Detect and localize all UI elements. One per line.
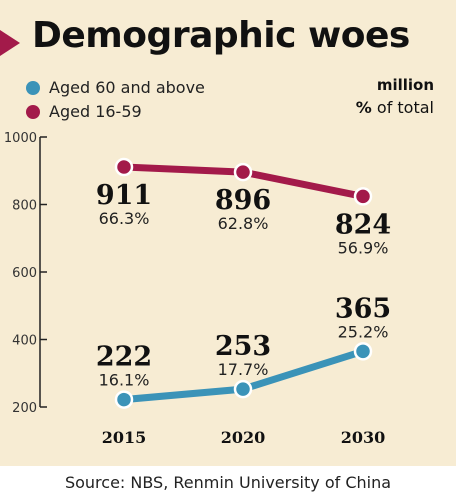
point-senior-2015 xyxy=(114,390,134,409)
y-tick-label-200: 200 xyxy=(12,401,37,416)
x-tick-label-2015: 2015 xyxy=(102,428,147,447)
point-senior-2020 xyxy=(233,379,253,399)
value-label-working-2020: 896 xyxy=(215,185,271,216)
y-axis-ticks: 200 400 600 800 1000 xyxy=(4,131,47,416)
chart-title: Demographic woes xyxy=(32,15,410,56)
pct-label-senior-2030: 25.2% xyxy=(338,322,389,341)
y-tick-label-400: 400 xyxy=(12,334,37,349)
unit-percent: % of total xyxy=(356,98,434,117)
pct-label-senior-2015: 16.1% xyxy=(99,371,150,390)
pct-label-working-2030: 56.9% xyxy=(338,238,389,257)
legend-dot-working-icon xyxy=(26,104,40,119)
legend-label-senior: Aged 60 and above xyxy=(49,78,205,97)
pct-label-senior-2020: 17.7% xyxy=(218,360,269,379)
value-label-working-2015: 911 xyxy=(96,180,152,211)
value-label-senior-2030: 365 xyxy=(335,293,391,324)
series-points xyxy=(114,157,373,409)
pct-label-working-2015: 66.3% xyxy=(99,209,150,228)
y-tick-label-600: 600 xyxy=(12,266,37,281)
legend-label-working: Aged 16-59 xyxy=(49,102,142,121)
point-working-2015 xyxy=(114,157,134,177)
x-tick-label-2020: 2020 xyxy=(221,428,266,447)
unit-million: million xyxy=(376,76,434,94)
value-label-senior-2015: 222 xyxy=(96,342,152,373)
y-tick-label-800: 800 xyxy=(12,199,37,214)
title-marker-icon xyxy=(0,30,20,56)
source-note: Source: NBS, Renmin University of China xyxy=(64,473,392,492)
value-label-senior-2020: 253 xyxy=(215,331,271,362)
pct-label-working-2020: 62.8% xyxy=(218,214,269,233)
y-tick-label-1000: 1000 xyxy=(4,131,37,146)
legend-item-working: Aged 16-59 xyxy=(26,102,142,121)
legend-dot-senior-icon xyxy=(26,80,40,95)
unit-percent-text: of total xyxy=(371,98,434,117)
point-working-2020 xyxy=(233,162,253,182)
point-working-2030 xyxy=(353,187,373,206)
unit-percent-symbol: % xyxy=(355,98,372,117)
legend-item-senior: Aged 60 and above xyxy=(26,78,205,97)
x-axis-labels: 2015 2020 2030 xyxy=(102,428,386,447)
point-senior-2030 xyxy=(353,342,373,361)
value-label-working-2030: 824 xyxy=(335,209,391,240)
x-tick-label-2030: 2030 xyxy=(341,428,386,447)
